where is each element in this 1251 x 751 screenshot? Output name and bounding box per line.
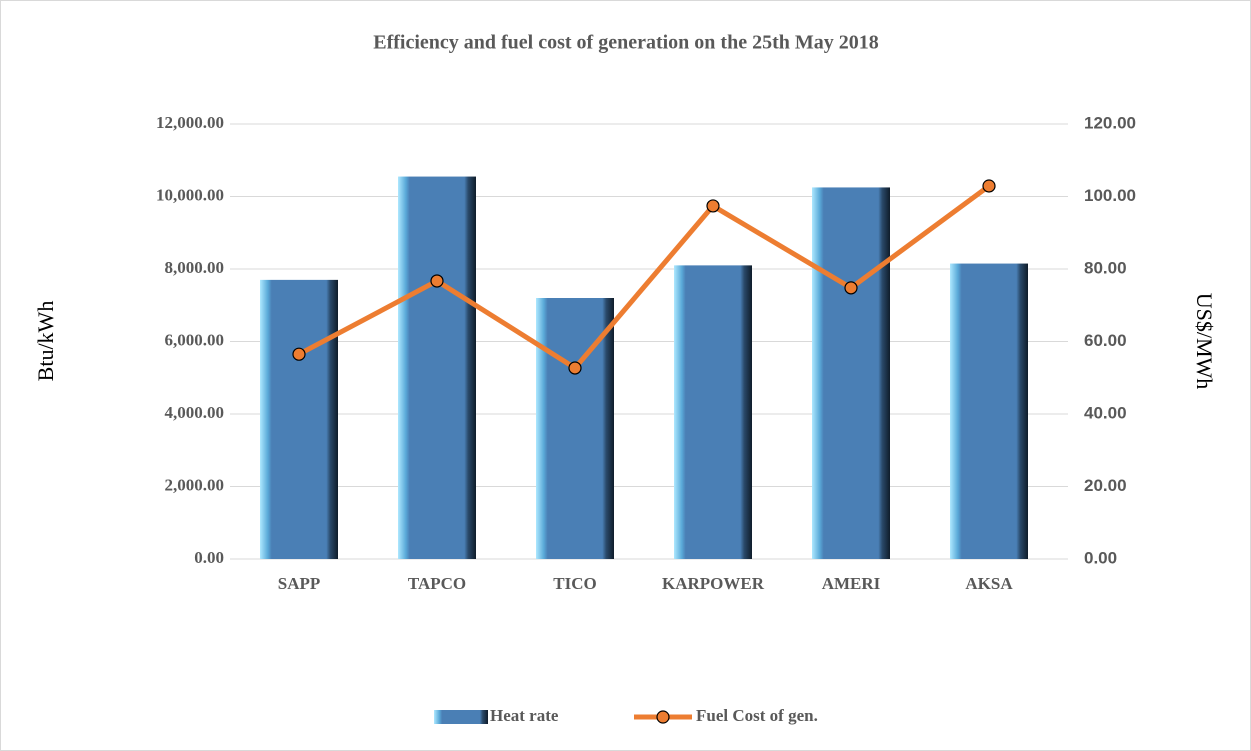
x-tick-label: AKSA	[965, 574, 1013, 593]
chart-title: Efficiency and fuel cost of generation o…	[373, 32, 879, 54]
y-tick-label: 8,000.00	[165, 258, 225, 277]
x-tick-label: TICO	[553, 574, 596, 593]
bar	[536, 298, 614, 559]
y2-tick-label: 80.00	[1084, 258, 1127, 277]
legend-marker	[656, 710, 670, 724]
y2-tick-label: 120.00	[1084, 113, 1136, 132]
legend-label: Heat rate	[490, 706, 559, 725]
legend-label: Fuel Cost of gen.	[696, 706, 818, 725]
bar	[812, 187, 890, 559]
legend-swatch	[434, 710, 488, 724]
y2-axis-title: US$/MWh	[1192, 293, 1217, 390]
y2-tick-label: 60.00	[1084, 331, 1127, 350]
line-marker	[844, 281, 858, 295]
line	[297, 183, 991, 371]
y-tick-label: 4,000.00	[165, 403, 225, 422]
x-tick-label: SAPP	[278, 574, 321, 593]
y-tick-label: 10,000.00	[156, 185, 224, 204]
line-marker	[982, 179, 996, 193]
y2-tick-label: 100.00	[1084, 186, 1136, 205]
x-tick-label: AMERI	[822, 574, 881, 593]
y-tick-label: 12,000.00	[156, 113, 224, 132]
bar	[260, 279, 338, 559]
line-marker	[706, 199, 720, 213]
y-axis-title: Btu/kWh	[33, 301, 58, 382]
line-marker	[292, 347, 306, 361]
bar	[950, 263, 1028, 559]
x-tick-label: KARPOWER	[662, 574, 765, 593]
y-tick-label: 6,000.00	[165, 330, 225, 349]
bar	[398, 176, 476, 559]
x-tick-label: TAPCO	[408, 574, 466, 593]
y-tick-label: 0.00	[194, 548, 224, 567]
line-marker	[430, 274, 444, 288]
bar	[674, 265, 752, 559]
y2-tick-label: 40.00	[1084, 403, 1127, 422]
line-marker	[568, 361, 582, 375]
y2-tick-label: 20.00	[1084, 476, 1127, 495]
y2-tick-label: 0.00	[1084, 548, 1117, 567]
y-tick-label: 2,000.00	[165, 475, 225, 494]
